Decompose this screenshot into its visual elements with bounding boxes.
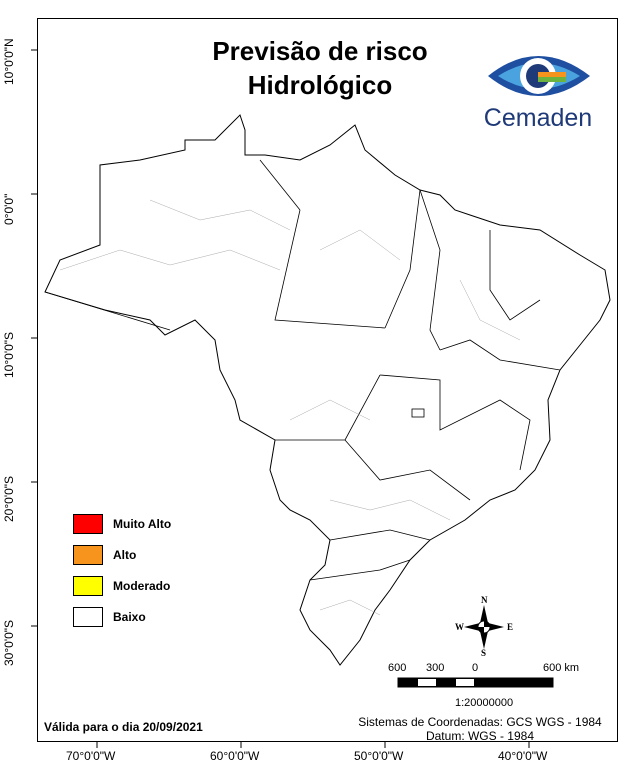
- lon-label: 70°0'0"W: [66, 749, 116, 763]
- compass-e: E: [507, 622, 513, 632]
- title-line1: Previsão de risco: [212, 36, 428, 66]
- logo-text: Cemaden: [483, 104, 593, 132]
- state-borders: [44, 159, 561, 581]
- lat-label: 10°0'0"N: [2, 38, 16, 85]
- legend-swatch: [73, 544, 103, 565]
- legend-label: Baixo: [113, 609, 146, 624]
- datum: Datum: WGS - 1984: [425, 729, 535, 743]
- map-frame: [37, 18, 618, 742]
- coordinate-system: Sistemas de Coordenadas: GCS WGS - 1984: [358, 715, 602, 729]
- lon-label: 60°0'0"W: [210, 749, 260, 763]
- lat-label: 20°0'0"S: [2, 475, 16, 522]
- scale-bar: [397, 677, 554, 688]
- eye-logo-icon: [488, 56, 590, 96]
- lat-label: 30°0'0"S: [2, 619, 16, 666]
- legend-item-moderado: Moderado: [73, 570, 171, 601]
- legend: Muito Alto Alto Moderado Baixo: [73, 508, 171, 632]
- legend-label: Alto: [113, 547, 137, 562]
- map-title: Previsão de risco Hidrológico: [150, 34, 490, 102]
- compass-rose-icon: [464, 605, 504, 649]
- lat-label: 10°0'0"S: [2, 331, 16, 378]
- cemaden-logo: Cemaden: [478, 46, 608, 136]
- lon-label: 50°0'0"W: [354, 749, 404, 763]
- legend-label: Moderado: [113, 578, 171, 593]
- lon-label: 40°0'0"W: [498, 749, 548, 763]
- lat-label: 0°0'0": [2, 193, 16, 225]
- scale-ratio: 1:20000000: [455, 697, 514, 709]
- scale-label: 0: [472, 662, 479, 674]
- scale-label: 300: [426, 662, 445, 674]
- legend-label: Muito Alto: [113, 516, 172, 531]
- legend-swatch: [73, 606, 103, 627]
- compass-s: S: [481, 648, 486, 658]
- legend-swatch: [73, 575, 103, 596]
- legend-swatch: [73, 513, 103, 534]
- basin-borders: [59, 199, 521, 616]
- compass-n: N: [481, 595, 488, 605]
- compass-w: W: [455, 622, 464, 632]
- scale-label: 600 km: [543, 662, 580, 674]
- title-line2: Hidrológico: [247, 70, 393, 100]
- valid-date: Válida para o dia 20/09/2021: [44, 720, 203, 734]
- scale-label: 600: [388, 662, 407, 674]
- legend-item-alto: Alto: [73, 539, 171, 570]
- coordinate-info: Sistemas de Coordenadas: GCS WGS - 1984 …: [340, 715, 620, 743]
- legend-item-baixo: Baixo: [73, 601, 171, 632]
- brazil-outline: [44, 114, 611, 666]
- legend-item-muito-alto: Muito Alto: [73, 508, 171, 539]
